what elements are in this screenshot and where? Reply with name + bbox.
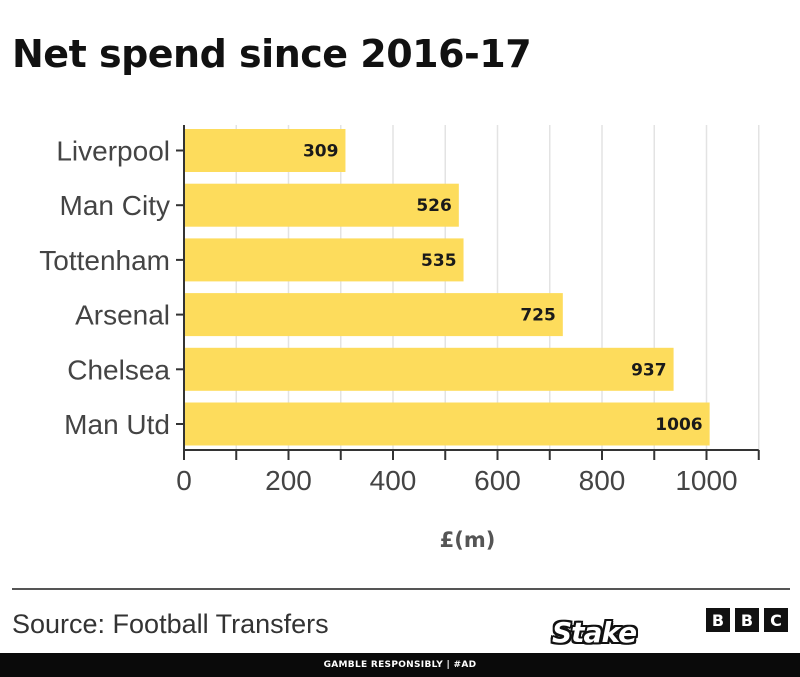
source-text: Source: Football Transfers <box>12 609 329 639</box>
bar-value-label: 725 <box>520 306 556 326</box>
sponsor-logo: Stake <box>552 616 637 649</box>
chart-title: Net spend since 2016-17 <box>12 32 532 76</box>
bar-value-label: 309 <box>303 142 339 162</box>
bar-value-label: 1006 <box>655 415 702 435</box>
bar-value-label: 535 <box>421 251 457 271</box>
y-axis: Liverpool Man City Tottenham Arsenal Chelsea… <box>39 125 185 450</box>
footer-divider <box>12 588 790 590</box>
disclaimer-bar: GAMBLE RESPONSIBLY | #AD <box>0 653 800 677</box>
bar <box>185 129 346 172</box>
x-tick-label: 200 <box>265 465 312 496</box>
bar <box>185 183 459 227</box>
bbc-logo-letter-1: B <box>706 608 730 632</box>
bars: 309 526 535 725 937 1006 <box>185 129 710 446</box>
category-label: Chelsea <box>67 354 170 385</box>
gridlines <box>235 125 760 450</box>
x-tick-label: 0 <box>176 465 192 496</box>
bbc-logo-letter-3: C <box>764 608 788 632</box>
category-label: Liverpool <box>56 136 170 167</box>
category-label: Man City <box>60 190 170 221</box>
x-tick-label: 600 <box>474 465 521 496</box>
bbc-logo: B B C <box>706 608 788 632</box>
category-label: Arsenal <box>75 300 170 331</box>
x-tick-label: 400 <box>370 465 417 496</box>
x-tick-label: 800 <box>579 465 626 496</box>
bbc-logo-letter-2: B <box>735 608 759 632</box>
x-axis-title: £(m) <box>439 528 496 552</box>
bar <box>185 293 563 337</box>
x-axis: 0 200 400 600 800 1000 <box>176 449 760 496</box>
bar <box>185 238 464 282</box>
category-label: Man Utd <box>64 409 170 440</box>
bar-value-label: 526 <box>416 196 452 216</box>
bar-value-label: 937 <box>631 360 667 380</box>
x-tick-label: 1000 <box>675 465 737 496</box>
bar <box>185 347 674 391</box>
bar <box>185 402 710 446</box>
category-label: Tottenham <box>39 245 170 276</box>
